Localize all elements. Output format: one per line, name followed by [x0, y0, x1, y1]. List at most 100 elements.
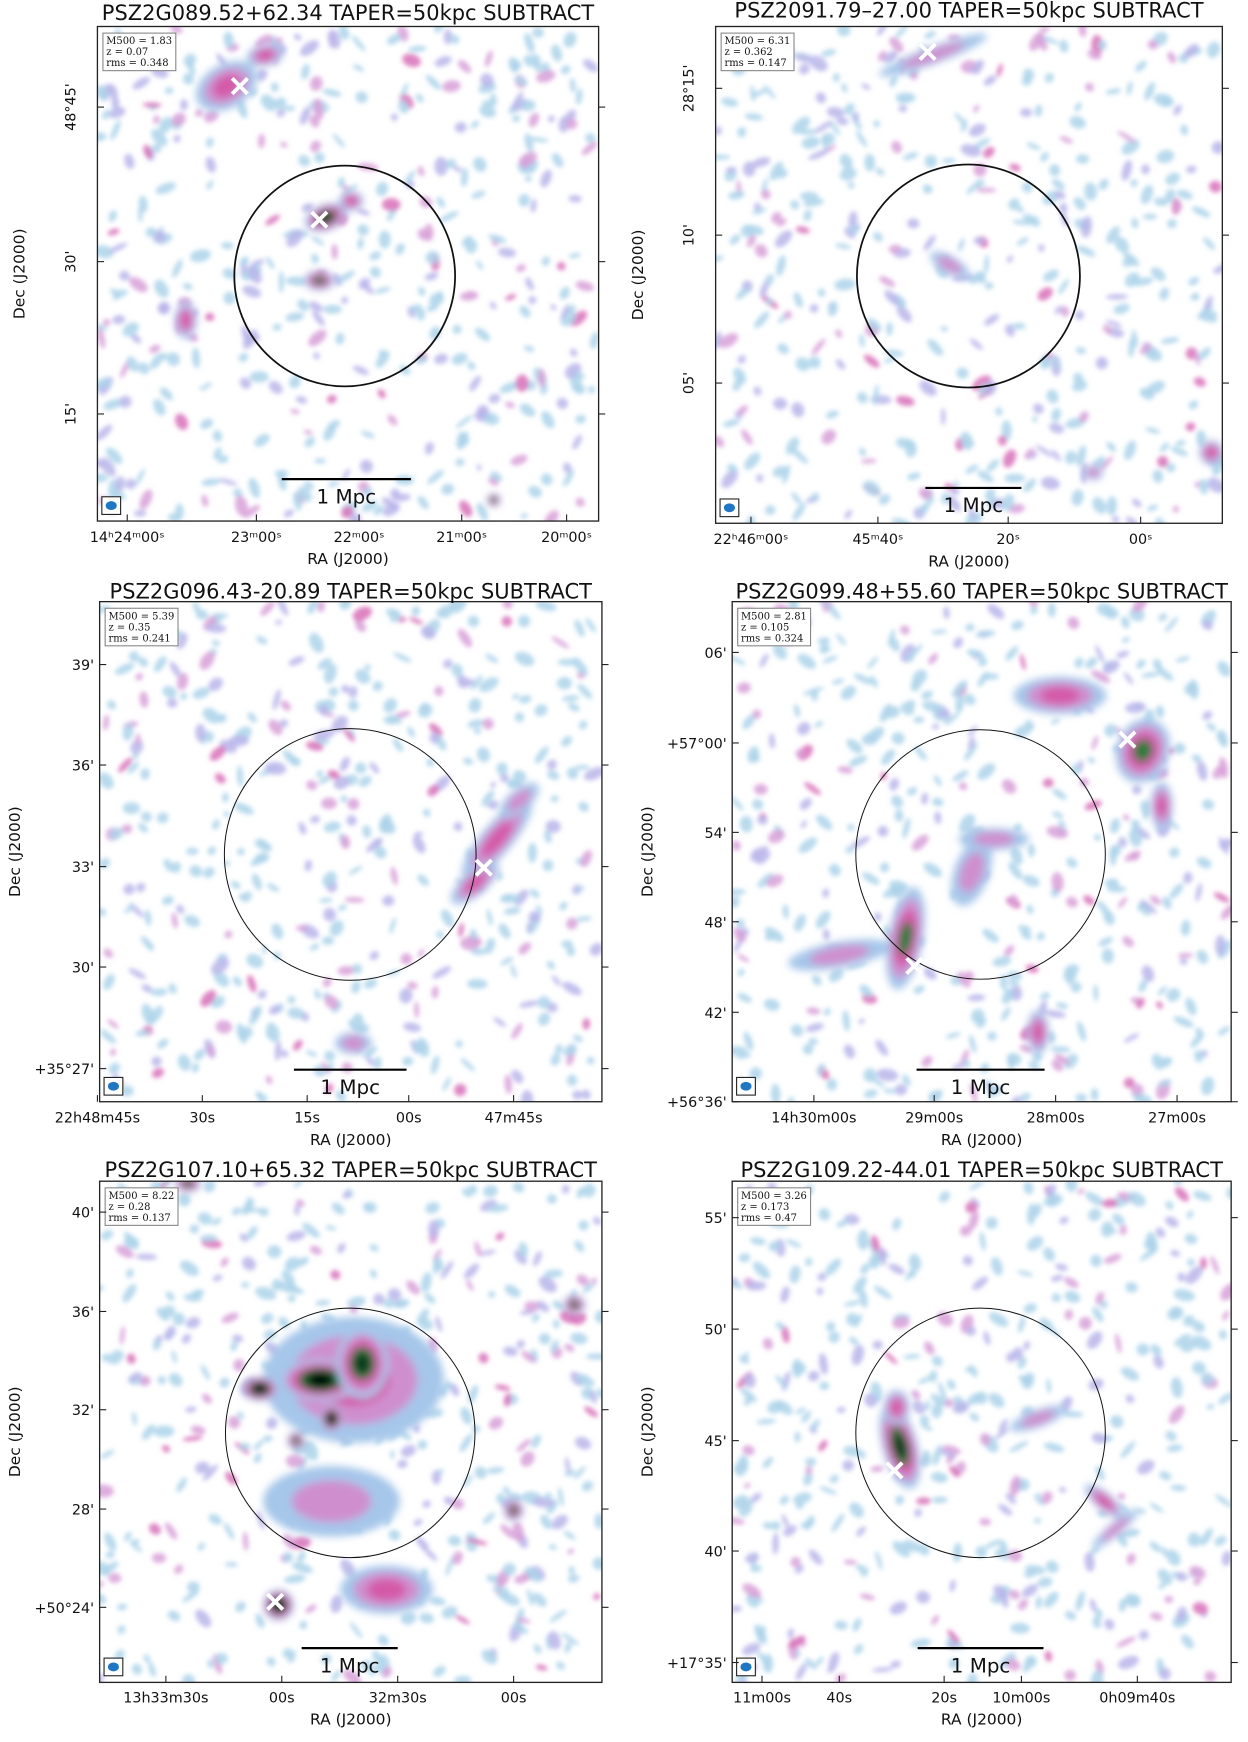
info-box: [104, 1187, 179, 1226]
x-axis-label: RA (J2000): [941, 1131, 1022, 1149]
info-box: [104, 607, 179, 647]
info-box: [720, 32, 795, 72]
info-line: z = 0.105: [741, 622, 789, 633]
panel-title: PSZ2G089.52+62.34 TAPER=50kpc SUBTRACT: [102, 1, 595, 25]
y-tick-label: 40': [704, 1545, 726, 1561]
scale-label: 1 Mpc: [320, 1076, 380, 1099]
r500-circle: [856, 163, 1081, 389]
panel-title: PSZ2091.79–27.00 TAPER=50kpc SUBTRACT: [734, 0, 1203, 23]
x-axis-label: RA (J2000): [310, 1131, 391, 1149]
sources: [334, 782, 540, 1055]
y-axis-label: Dec (J2000): [639, 806, 657, 897]
y-tick-label: 30': [72, 961, 94, 977]
radio-image: [715, 26, 1223, 524]
cross-marker: [885, 1461, 904, 1480]
x-axis-label: RA (J2000): [307, 550, 388, 568]
y-tick-label: 50': [704, 1323, 726, 1339]
r500-circle: [223, 728, 477, 981]
x-tick-label: 29m00s: [905, 1111, 963, 1127]
info-line: M500 = 8.22: [108, 1191, 174, 1202]
panel-title: PSZ2G109.22-44.01 TAPER=50kpc SUBTRACT: [740, 1158, 1223, 1182]
x-axis-label: RA (J2000): [310, 1710, 391, 1728]
frame: [98, 1180, 603, 1684]
y-tick-label: 48°45': [63, 83, 79, 131]
noise: [99, 1181, 602, 1683]
y-tick-label: 05': [682, 372, 698, 394]
x-tick-label: 00s: [269, 1690, 295, 1706]
y-tick-label: +17°35': [667, 1656, 727, 1672]
info-line: z = 0.362: [724, 47, 772, 58]
x-tick-label: 00s: [396, 1111, 422, 1127]
radio-image: [732, 601, 1232, 1102]
cross-marker: [905, 956, 924, 976]
frame: [714, 25, 1223, 524]
y-tick-label: 45': [704, 1434, 726, 1450]
r500-circle: [224, 1307, 476, 1559]
info-line: M500 = 3.26: [741, 1191, 807, 1202]
info-line: z = 0.07: [106, 47, 148, 58]
beam: [740, 1662, 752, 1672]
info-box: [737, 607, 812, 647]
r500-circle: [855, 729, 1106, 980]
x-tick-label: 22h48m45s: [55, 1111, 140, 1127]
info-box: [102, 32, 177, 72]
r500-circle: [855, 1307, 1106, 1559]
info-line: rms = 0.47: [741, 1213, 797, 1224]
y-axis-label: Dec (J2000): [6, 1386, 24, 1477]
y-tick-label: +56°36': [667, 1095, 727, 1111]
x-tick-label: 00s: [501, 1690, 527, 1706]
x-tick-label: 32m30s: [369, 1690, 427, 1706]
x-tick-label: 30s: [189, 1111, 215, 1127]
y-axis-label: Dec (J2000): [11, 228, 29, 319]
panel-title: PSZ2G096.43-20.89 TAPER=50kpc SUBTRACT: [110, 579, 593, 603]
y-tick-label: 42': [704, 1006, 726, 1022]
x-tick-label: 28m00s: [1027, 1111, 1085, 1127]
noise: [97, 26, 599, 522]
beam: [107, 1662, 119, 1672]
y-tick-label: 40': [72, 1206, 94, 1222]
y-tick-label: 33': [72, 860, 94, 876]
y-tick-label: 10': [682, 224, 698, 246]
cross-marker: [1118, 730, 1137, 749]
beam: [723, 503, 735, 513]
info-line: rms = 0.137: [108, 1213, 170, 1224]
y-tick-label: 06': [704, 646, 726, 662]
y-tick-label: 32': [72, 1403, 94, 1419]
scale-label: 1 Mpc: [320, 1654, 380, 1677]
x-tick-label: 00ˢ: [1129, 532, 1153, 548]
radio-image: [732, 1181, 1232, 1683]
info-line: z = 0.35: [108, 622, 150, 633]
info-box: [737, 1187, 812, 1226]
frame: [98, 600, 603, 1103]
y-tick-label: 39': [72, 658, 94, 674]
x-tick-label: 23ᵐ00ˢ: [231, 530, 282, 546]
radio-image: [99, 601, 602, 1102]
info-line: M500 = 6.31: [724, 36, 790, 47]
y-tick-label: 54': [704, 826, 726, 842]
noise: [732, 1181, 1232, 1683]
info-line: rms = 0.324: [741, 633, 803, 644]
cross-marker: [230, 77, 249, 96]
sources: [879, 33, 1223, 481]
frame: [731, 1180, 1232, 1684]
cross-marker: [918, 42, 937, 61]
beam: [107, 1081, 119, 1091]
cross-marker: [474, 858, 493, 877]
x-axis-label: RA (J2000): [941, 1710, 1022, 1728]
info-line: M500 = 2.81: [741, 611, 807, 622]
x-tick-label: 22ʰ46ᵐ00ˢ: [714, 532, 789, 548]
scale-label: 1 Mpc: [944, 494, 1004, 517]
y-tick-label: 28°15': [682, 65, 698, 113]
x-tick-label: 47m45s: [485, 1111, 543, 1127]
x-tick-label: 14ʰ24ᵐ00ˢ: [90, 530, 165, 546]
radio-image: [97, 26, 599, 522]
radio-image: [99, 1181, 602, 1683]
x-tick-label: 14h30m00s: [771, 1111, 856, 1127]
scale-label: 1 Mpc: [317, 485, 377, 508]
y-tick-label: 36': [72, 759, 94, 775]
